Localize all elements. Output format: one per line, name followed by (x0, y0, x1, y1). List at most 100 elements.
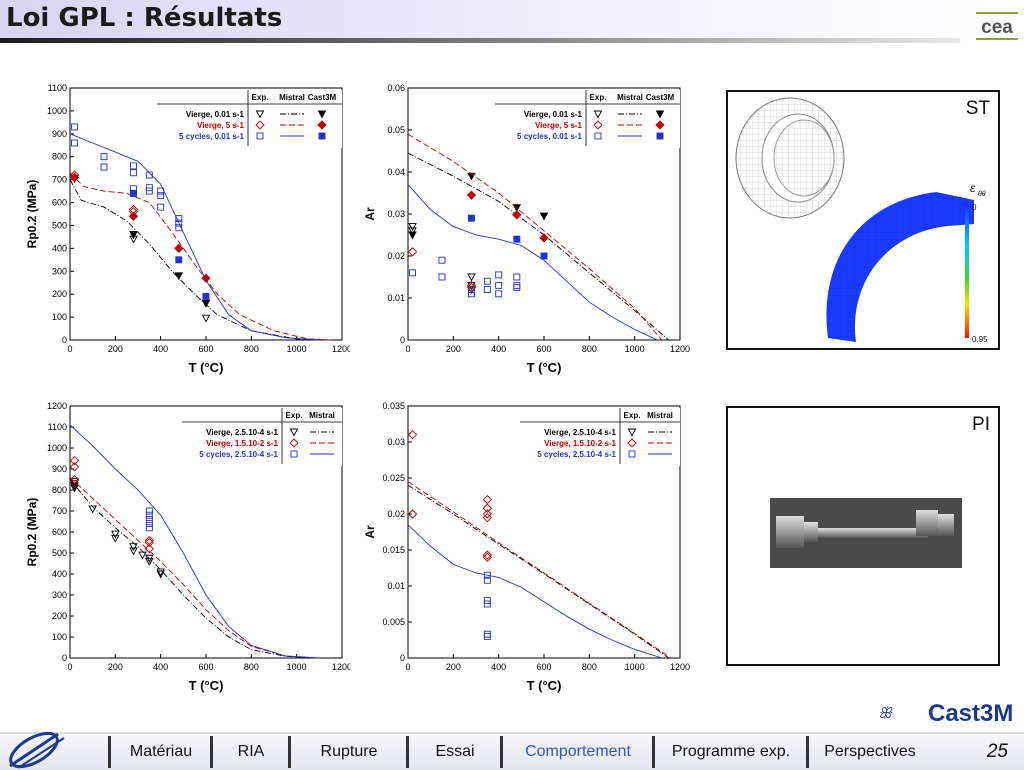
y-tick-label: 0 (400, 653, 405, 663)
exp-point (144, 544, 154, 554)
exp-point (130, 162, 137, 170)
svg-text:cea: cea (981, 17, 1013, 38)
exp-point (100, 153, 108, 161)
cast3m-point (512, 210, 522, 220)
nav-item-perspectives[interactable]: Perspectives (824, 743, 916, 760)
legend-cast3m-marker (656, 132, 664, 140)
nav-item-programme-exp[interactable]: Programme exp. (671, 743, 791, 760)
y-tick-label: 600 (52, 198, 67, 208)
y-tick-label: 0.04 (387, 167, 405, 177)
legend-header: Exp. (286, 411, 303, 420)
exp-point (71, 139, 78, 147)
legend-exp-marker (593, 110, 603, 119)
legend-exp-marker (289, 438, 299, 448)
mistral-curve (69, 424, 320, 659)
chart-rp02-pi: 0 200 400 600 800 1000 1200 0 100 200 300 400 500 600… (25, 401, 350, 693)
x-tick-label: 800 (244, 662, 259, 672)
nav-item-ria[interactable]: RIA (237, 743, 265, 760)
legend-exp-marker (627, 428, 637, 437)
x-tick-label: 200 (108, 344, 123, 354)
y-tick-label: 0.01 (387, 581, 405, 591)
y-tick-label: 1000 (47, 106, 67, 116)
x-tick-label: 1000 (287, 662, 307, 672)
svg-text:Cast3M: Cast3M (928, 700, 1013, 727)
mistral-curve (407, 481, 672, 659)
legend-entry: Vierge, 1.5.10-2 s-1 (544, 439, 616, 448)
legend-cast3m-marker (318, 132, 326, 140)
legend-box (495, 90, 680, 148)
cast3m-point (174, 272, 184, 281)
nav-item-comportement[interactable]: Comportement (525, 743, 631, 760)
mistral-curve (407, 133, 663, 341)
x-tick-label: 400 (153, 344, 168, 354)
legend-entry: 5 cycles, 0.01 s-1 (517, 132, 582, 141)
x-tick-label: 400 (491, 344, 506, 354)
nav-item-rupture[interactable]: Rupture (320, 743, 378, 760)
y-tick-label: 1200 (47, 401, 67, 411)
legend-box (182, 408, 342, 466)
legend-entry: 5 cycles, 2.5.10-4 s-1 (537, 450, 616, 459)
exp-point (495, 271, 503, 279)
cast3m-point (466, 190, 477, 200)
exp-point (71, 123, 78, 131)
exp-point (468, 290, 475, 298)
legend-exp-marker (255, 110, 265, 119)
y-tick-label: 300 (52, 590, 67, 600)
cast3m-point (408, 231, 417, 240)
st-specimen-panel: ST ε θθ 0 (726, 90, 1000, 350)
x-tick-label: 0 (405, 662, 410, 672)
title-bar: Loi GPL : Résultats (0, 0, 1024, 42)
nav-item-essai[interactable]: Essai (435, 743, 475, 760)
epsilon-symbol: ε (970, 181, 976, 195)
legend-entry: Vierge, 5 s-1 (535, 121, 583, 130)
legend-exp-marker (593, 120, 603, 130)
legend-entry: 5 cycles, 0.01 s-1 (179, 132, 244, 141)
x-tick-label: 600 (198, 662, 213, 672)
exp-point (409, 269, 416, 277)
exp-point (69, 474, 80, 485)
chart-ar-tubes: 0 200 400 600 800 1000 1200 0 0.01 0.02 0.03 0.04 0.… (363, 83, 690, 375)
colorbar-bottom-label: 0.95 (972, 335, 988, 344)
legend-exp-marker (289, 428, 299, 437)
y-tick-label: 1100 (48, 83, 67, 93)
nav-item-materiau[interactable]: Matériau (129, 743, 193, 760)
cast3m-point (468, 214, 475, 222)
bottom-nav-bar: Matériau RIA Rupture Essai Comportement … (0, 731, 1024, 770)
legend-cast3m-marker (317, 110, 327, 119)
exp-point (145, 515, 153, 523)
exp-point (483, 600, 491, 608)
x-tick-label: 200 (108, 662, 123, 672)
mistral-curve (69, 477, 320, 659)
exp-point (70, 480, 79, 489)
cast3m-point (513, 235, 521, 243)
mistral-curve (407, 524, 663, 659)
y-tick-label: 600 (52, 527, 67, 537)
exp-point (129, 547, 138, 556)
legend-box (157, 90, 342, 148)
legend-header: Mistral (647, 411, 673, 420)
cast3m-point (539, 212, 549, 221)
pi-label: PI (972, 414, 990, 435)
org-logo-icon (9, 731, 65, 769)
y-tick-label: 500 (52, 548, 67, 558)
x-tick-label: 1000 (625, 344, 645, 354)
y-tick-label: 0.05 (387, 125, 405, 135)
y-tick-label: 300 (52, 266, 67, 276)
x-tick-label: 800 (582, 662, 597, 672)
x-tick-label: 600 (536, 344, 551, 354)
x-tick-label: 200 (446, 344, 461, 354)
exp-point (175, 224, 183, 232)
y-tick-label: 700 (52, 175, 67, 185)
y-tick-label: 0.025 (382, 473, 405, 483)
nav-separator (652, 736, 655, 768)
page-number: 25 (986, 741, 1008, 762)
colorbar (965, 204, 969, 338)
exp-point (175, 215, 183, 223)
cast3m-point (539, 233, 549, 243)
nav-separator (806, 736, 809, 768)
y-tick-label: 0.03 (387, 209, 405, 219)
exp-point (145, 187, 153, 195)
exp-point (407, 247, 418, 257)
y-tick-label: 0.03 (387, 437, 405, 447)
exp-point (408, 227, 417, 236)
